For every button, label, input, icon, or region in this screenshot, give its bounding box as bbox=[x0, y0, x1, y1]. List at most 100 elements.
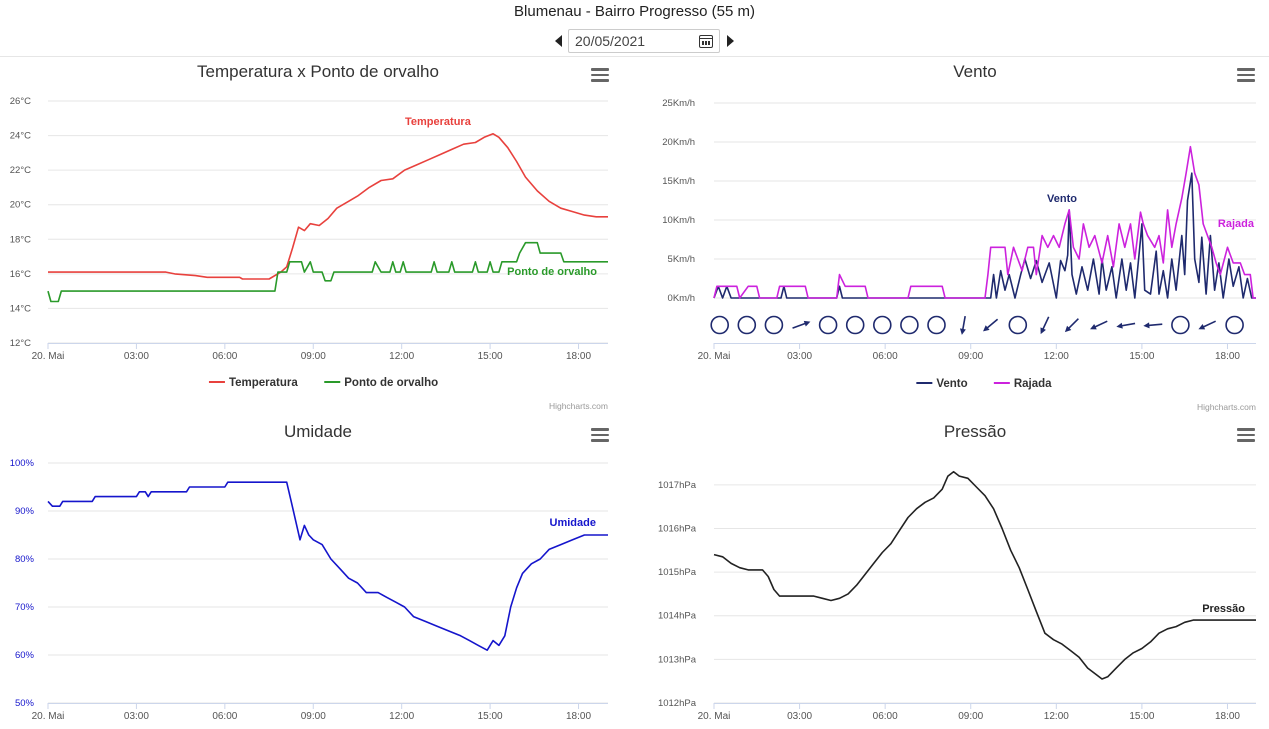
y-tick-label: 1013hPa bbox=[658, 654, 697, 665]
x-tick-label: 09:00 bbox=[958, 711, 983, 722]
chart-title: Vento bbox=[953, 62, 997, 81]
calm-wind-icon bbox=[900, 315, 919, 335]
x-tick-label: 12:00 bbox=[389, 351, 414, 362]
wind-chart-panel: Vento 0Km/h 5Km/h 10Km/h 15Km/h 20Km/h 25Km/h 2… bbox=[648, 57, 1269, 415]
series-group bbox=[47, 133, 608, 303]
previous-day-button[interactable] bbox=[552, 31, 564, 51]
temperature-chart: Temperatura x Ponto de orvalho 12°C 14°C 16… bbox=[10, 62, 608, 411]
page-title: Blumenau - Bairro Progresso (55 m) bbox=[514, 3, 755, 20]
header-divider bbox=[0, 56, 1269, 57]
series-line-pressão bbox=[713, 470, 1256, 680]
chart-title: Temperatura x Ponto de orvalho bbox=[197, 62, 439, 81]
series-line-vento bbox=[713, 172, 1256, 299]
x-tick-label: 20. Mai bbox=[698, 711, 731, 722]
x-tick-label: 20. Mai bbox=[32, 711, 65, 722]
x-tick-label: 18:00 bbox=[566, 351, 591, 362]
pressure-chart: Pressão 1012hPa 1013hPa 1014hPa 1015hPa 1016h… bbox=[658, 422, 1256, 722]
series-line-ponto-de-orvalho bbox=[47, 241, 608, 303]
calm-wind-icon bbox=[845, 315, 865, 335]
next-day-button[interactable] bbox=[724, 31, 736, 51]
series-annotation: Temperatura bbox=[405, 116, 472, 128]
x-tick-label: 15:00 bbox=[1129, 351, 1154, 362]
y-tick-label: 20Km/h bbox=[662, 137, 695, 148]
chart-title: Umidade bbox=[284, 422, 352, 441]
wind-direction-arrow-icon bbox=[1064, 318, 1079, 333]
x-tick-label: 06:00 bbox=[212, 711, 237, 722]
y-tick-label: 80% bbox=[15, 554, 35, 565]
chart-menu-button[interactable] bbox=[1237, 68, 1255, 82]
series-line-rajada bbox=[713, 145, 1256, 299]
series-group bbox=[47, 481, 608, 651]
wind-direction-arrow-icon bbox=[1040, 316, 1050, 335]
legend-item-temperatura[interactable]: Temperatura bbox=[208, 377, 298, 389]
legend-label: Temperatura bbox=[229, 377, 298, 389]
wind-direction-arrow-icon bbox=[983, 318, 999, 332]
y-tick-label: 1016hPa bbox=[658, 523, 697, 534]
chart-menu-button[interactable] bbox=[591, 428, 609, 442]
wind-direction-arrow-icon bbox=[1143, 322, 1163, 329]
series-line-temperatura bbox=[48, 133, 608, 280]
y-tick-label: 15Km/h bbox=[662, 176, 695, 187]
wind-direction-arrow-icon bbox=[1198, 320, 1217, 330]
x-tick-label: 20. Mai bbox=[698, 351, 731, 362]
legend-label: Vento bbox=[936, 378, 967, 390]
calm-wind-icon bbox=[873, 315, 892, 335]
pressure-chart-panel: Pressão 1012hPa 1013hPa 1014hPa 1015hPa 1016h… bbox=[648, 417, 1269, 729]
arrow-head bbox=[803, 320, 811, 327]
chart-menu-button[interactable] bbox=[591, 68, 609, 82]
calm-wind-icon bbox=[1008, 315, 1028, 335]
y-tick-label: 0Km/h bbox=[668, 293, 695, 304]
y-tick-label: 14°C bbox=[10, 303, 31, 314]
series-annotation: Umidade bbox=[550, 517, 596, 529]
calm-wind-icon bbox=[1171, 315, 1190, 335]
y-tick-label: 90% bbox=[15, 506, 35, 517]
x-tick-label: 06:00 bbox=[212, 351, 237, 362]
series-annotation: Pressão bbox=[1202, 603, 1245, 615]
arrow-head bbox=[1090, 323, 1097, 330]
caret-right-icon bbox=[726, 35, 734, 47]
calm-wind-icon bbox=[764, 315, 784, 335]
x-tick-label: 06:00 bbox=[873, 351, 898, 362]
calendar-icon[interactable] bbox=[699, 34, 713, 48]
arrow-head bbox=[983, 325, 990, 332]
legend-item-vento[interactable]: Vento bbox=[916, 378, 968, 390]
y-tick-label: 60% bbox=[15, 650, 35, 661]
y-tick-label: 1015hPa bbox=[658, 567, 697, 578]
x-tick-label: 20. Mai bbox=[32, 351, 65, 362]
y-tick-label: 16°C bbox=[10, 269, 31, 280]
calm-wind-icon bbox=[737, 315, 757, 335]
legend-label: Rajada bbox=[1014, 378, 1052, 390]
x-tick-label: 09:00 bbox=[301, 351, 326, 362]
calm-wind-icon bbox=[1225, 315, 1244, 335]
legend-item-ponto-de-orvalho[interactable]: Ponto de orvalho bbox=[324, 377, 438, 389]
x-tick-label: 18:00 bbox=[566, 711, 591, 722]
x-tick-label: 12:00 bbox=[1044, 711, 1069, 722]
x-tick-label: 03:00 bbox=[787, 711, 812, 722]
y-tick-label: 50% bbox=[15, 698, 35, 709]
y-tick-label: 24°C bbox=[10, 131, 31, 142]
x-tick-label: 03:00 bbox=[124, 351, 149, 362]
y-tick-label: 100% bbox=[10, 458, 35, 469]
calm-wind-icon bbox=[710, 315, 730, 335]
legend-item-rajada[interactable]: Rajada bbox=[993, 378, 1052, 390]
credits-link[interactable]: Highcharts.com bbox=[1197, 402, 1256, 412]
y-tick-label: 70% bbox=[15, 602, 35, 613]
x-tick-label: 15:00 bbox=[1129, 711, 1154, 722]
series-line-umidade bbox=[47, 481, 608, 651]
chart-title: Pressão bbox=[944, 422, 1006, 441]
chart-menu-button[interactable] bbox=[1237, 428, 1255, 442]
y-tick-label: 25Km/h bbox=[662, 98, 695, 109]
x-tick-label: 09:00 bbox=[958, 351, 983, 362]
x-tick-label: 18:00 bbox=[1215, 351, 1240, 362]
y-tick-label: 1012hPa bbox=[658, 698, 697, 709]
y-tick-label: 20°C bbox=[10, 200, 31, 211]
credits-link[interactable]: Highcharts.com bbox=[549, 401, 608, 411]
date-field[interactable]: 20/05/2021 bbox=[568, 29, 720, 53]
humidity-chart-panel: Umidade 50% 60% 70% 80% 90% 100% 20. Mai 03:00 06… bbox=[0, 417, 620, 729]
y-tick-label: 12°C bbox=[10, 338, 31, 349]
date-value: 20/05/2021 bbox=[575, 33, 646, 49]
series-annotation: Vento bbox=[1047, 193, 1077, 205]
wind-direction-arrow-icon bbox=[959, 315, 966, 335]
y-tick-label: 18°C bbox=[10, 234, 31, 245]
x-tick-label: 12:00 bbox=[1044, 351, 1069, 362]
